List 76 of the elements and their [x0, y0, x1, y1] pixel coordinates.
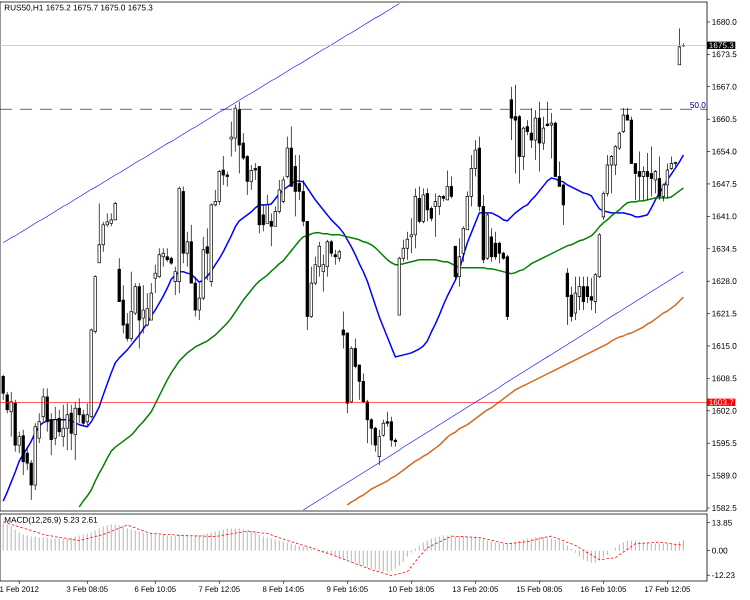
- annotation: 50.0: [690, 102, 706, 108]
- y-tick-label: 1602.0: [712, 408, 736, 414]
- candlestick: [590, 278, 594, 310]
- candlestick: [266, 194, 269, 224]
- chart-title: MACD(12,26,9) 5.23 2.61: [4, 516, 98, 524]
- candlestick: [338, 249, 341, 262]
- candlestick: [146, 292, 149, 327]
- y-tick-label: 1654.0: [712, 148, 736, 154]
- y-tick-label: 1621.5: [712, 310, 736, 316]
- y-tick-label: 1647.5: [712, 181, 736, 187]
- candlestick: [574, 276, 577, 320]
- candlestick: [62, 404, 65, 448]
- candlestick: [54, 406, 57, 446]
- candlestick: [458, 238, 461, 287]
- ref-line-label: 1675.3: [709, 42, 734, 48]
- candlestick: [622, 108, 626, 134]
- candlestick: [534, 110, 537, 160]
- y-tick-label: 1634.5: [712, 246, 736, 252]
- candlestick: [6, 391, 9, 414]
- candlestick: [582, 276, 586, 310]
- y-tick-label: 1595.5: [712, 440, 736, 446]
- y-tick-label: 1615.0: [712, 343, 736, 349]
- y-tick-label: 1660.5: [712, 116, 736, 122]
- candlestick: [510, 86, 513, 140]
- candlestick: [406, 231, 409, 260]
- y-tick-label: 1608.5: [712, 375, 736, 382]
- candlestick: [70, 404, 73, 451]
- candlestick: [498, 241, 501, 264]
- candlestick: [82, 409, 85, 428]
- y-tick-label: 1589.0: [712, 472, 736, 478]
- candlestick: [226, 171, 229, 187]
- candlestick: [142, 284, 145, 334]
- candlestick: [666, 163, 670, 199]
- candlestick: [494, 231, 497, 260]
- y-tick-label: 13.85: [712, 520, 732, 526]
- candlestick: [382, 419, 385, 438]
- candlestick: [546, 101, 549, 127]
- chart-title: RUS50,H1 1675.2 1675.7 1675.0 1675.3: [4, 4, 152, 12]
- y-tick-label: 1641.0: [712, 213, 736, 220]
- candlestick: [426, 188, 429, 222]
- candlestick: [114, 202, 117, 220]
- candlestick: [578, 276, 582, 310]
- candlestick: [334, 249, 337, 266]
- candlestick: [658, 156, 662, 200]
- candlestick: [158, 248, 161, 279]
- y-tick-label: 0.00: [712, 548, 728, 554]
- candlestick: [98, 203, 101, 264]
- candlestick: [58, 409, 61, 438]
- y-tick-label: -12.23: [712, 572, 735, 578]
- y-tick-label: 1582.5: [712, 505, 736, 511]
- y-tick-label: 1628.0: [712, 278, 736, 284]
- candlestick: [438, 194, 441, 216]
- candlestick: [586, 276, 590, 304]
- candlestick: [566, 268, 569, 326]
- candlestick: [530, 108, 533, 148]
- candlestick: [638, 151, 642, 200]
- candlestick: [542, 116, 545, 150]
- candlestick: [166, 248, 169, 262]
- candlestick: [646, 152, 650, 200]
- y-tick-label: 1680.0: [712, 19, 736, 25]
- candlestick: [378, 429, 381, 466]
- candlestick: [450, 176, 453, 199]
- ref-line-label: 1603.7: [709, 399, 734, 406]
- candlestick: [446, 170, 449, 200]
- candlestick: [650, 146, 654, 197]
- candlestick: [434, 193, 437, 238]
- candlestick: [390, 416, 393, 448]
- y-tick-label: 1673.5: [712, 51, 736, 58]
- candlestick: [670, 156, 674, 170]
- y-tick-label: 1667.0: [712, 84, 736, 90]
- candlestick: [642, 166, 646, 200]
- candlestick: [678, 28, 682, 66]
- candlestick: [654, 170, 658, 194]
- candlestick: [514, 84, 517, 174]
- candlestick: [42, 388, 45, 422]
- candlestick: [66, 402, 69, 451]
